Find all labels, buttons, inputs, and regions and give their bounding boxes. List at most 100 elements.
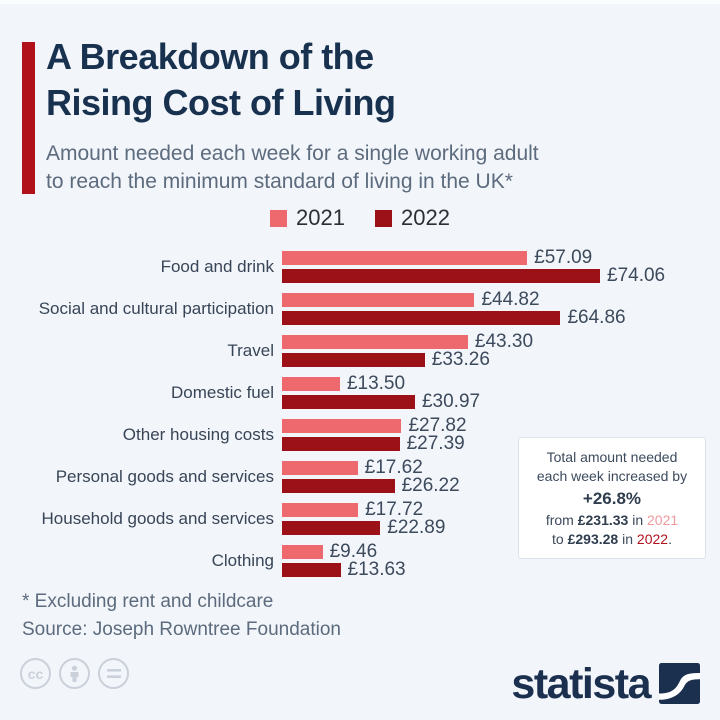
bar-value-2022: £64.86 (567, 307, 626, 328)
bar-line-2022: £64.86 (282, 307, 626, 328)
bar-line-2021: £44.82 (282, 289, 626, 310)
legend-swatch-2022-icon (375, 209, 392, 227)
callout-from-line: from £231.33 in 2021 (545, 512, 679, 528)
bar-2021 (282, 461, 358, 475)
category-label: Personal goods and services (55, 467, 274, 486)
bar-line-2022: £13.63 (282, 559, 406, 580)
chart-row: Domestic fuel £13.50 £30.97 (0, 372, 720, 414)
category-label: Social and cultural participation (38, 299, 274, 318)
bar-value-2022: £74.06 (607, 265, 666, 286)
attribution-icon[interactable] (59, 658, 90, 689)
bar-line-2022: £26.22 (282, 475, 460, 496)
bar-pair: £13.50 £30.97 (282, 372, 480, 414)
bar-line-2021: £43.30 (282, 331, 533, 352)
bar-chart: Food and drink £57.09 £74.06 Social and cul… (0, 246, 720, 582)
bar-2021 (282, 503, 359, 517)
category-label: Domestic fuel (171, 383, 274, 402)
bar-2022 (282, 353, 425, 367)
bar-2022 (282, 563, 341, 577)
bar-line-2021: £13.50 (282, 373, 480, 394)
bar-2021 (282, 377, 340, 391)
callout-from-amount: £231.33 (577, 512, 629, 528)
bar-pair: £43.30 £33.26 (282, 330, 533, 372)
bar-pair: £44.82 £64.86 (282, 288, 626, 330)
page-title: A Breakdown of the Rising Cost of Living (46, 34, 396, 126)
bar-pair: £9.46 £13.63 (282, 540, 406, 582)
bar-line-2021: £9.46 (282, 541, 406, 562)
statista-logo-icon (659, 663, 700, 704)
chart-row: Social and cultural participation £44.82 £… (0, 288, 720, 330)
license-icons: cc (20, 658, 129, 689)
category-label: Food and drink (160, 257, 274, 276)
legend-label-2021: 2021 (296, 205, 345, 230)
statista-logo-text: statista (511, 659, 651, 708)
callout-line1: Total amount needed (546, 449, 678, 465)
bar-pair: £57.09 £74.06 (282, 246, 665, 288)
bar-value-2022: £33.26 (431, 349, 490, 370)
page-title-line2: Rising Cost of Living (46, 82, 396, 123)
no-derivatives-icon[interactable] (98, 658, 129, 689)
legend-item-2021: 2021 (270, 205, 345, 231)
bar-2022 (282, 479, 395, 493)
bar-value-2021: £43.30 (474, 331, 534, 352)
bar-line-2022: £27.39 (282, 433, 467, 454)
bar-2021 (282, 419, 402, 433)
chart-row: Food and drink £57.09 £74.06 (0, 246, 720, 288)
footnotes: * Excluding rent and childcare Source: J… (22, 588, 341, 644)
footnote-source: Source: Joseph Rowntree Foundation (22, 619, 341, 640)
chart-legend: 2021 2022 (0, 205, 720, 231)
page-title-line1: A Breakdown of the (46, 36, 374, 77)
footnote-excluding: * Excluding rent and childcare (22, 591, 274, 612)
bar-2022 (282, 437, 400, 451)
bar-line-2022: £30.97 (282, 391, 480, 412)
callout-line2: each week increased by (536, 468, 688, 484)
bar-value-2022: £13.63 (347, 559, 406, 580)
chart-row: Clothing £9.46 £13.63 (0, 540, 720, 582)
statista-branding[interactable]: statista (511, 659, 700, 708)
bar-value-2021: £17.72 (365, 499, 424, 520)
cc-icon[interactable]: cc (20, 658, 51, 689)
bar-line-2021: £17.62 (282, 457, 460, 478)
callout-to-amount: £293.28 (567, 531, 619, 547)
bar-value-2022: £27.39 (406, 433, 465, 454)
category-label: Other housing costs (122, 425, 274, 444)
chart-row: Other housing costs £27.82 £27.39 (0, 414, 720, 456)
equals-icon (106, 668, 121, 678)
callout-box: Total amount needed each week increased … (518, 437, 706, 559)
bar-value-2022: £22.89 (387, 517, 446, 538)
bar-value-2021: £44.82 (481, 289, 540, 310)
bar-value-2022: £30.97 (421, 391, 481, 412)
page-subtitle: Amount needed each week for a single wor… (46, 140, 539, 196)
bar-2022 (282, 269, 600, 283)
bar-2021 (282, 545, 323, 559)
attribution-person-icon (70, 665, 79, 682)
bar-pair: £17.62 £26.22 (282, 456, 460, 498)
legend-swatch-2021-icon (270, 209, 288, 227)
category-label: Travel (227, 341, 274, 360)
callout-year-2022: 2022 (636, 531, 669, 547)
legend-item-2022: 2022 (375, 205, 450, 231)
callout-percent: +26.8% (582, 489, 642, 508)
bar-2022 (282, 521, 381, 535)
top-strip (0, 0, 720, 4)
callout-year-2021: 2021 (647, 512, 679, 528)
bar-value-2021: £13.50 (346, 373, 406, 394)
bar-value-2021: £9.46 (329, 541, 378, 562)
bar-2021 (282, 335, 468, 349)
chart-row: Travel £43.30 £33.26 (0, 330, 720, 372)
chart-row: Household goods and services £17.72 £22.89 (0, 498, 720, 540)
bar-line-2021: £57.09 (282, 247, 665, 268)
bar-line-2022: £22.89 (282, 517, 445, 538)
page-subtitle-line1: Amount needed each week for a single wor… (46, 142, 539, 165)
bar-line-2022: £74.06 (282, 265, 665, 286)
bar-line-2022: £33.26 (282, 349, 533, 370)
callout-to-line: to £293.28 in 2022. (552, 531, 672, 547)
bar-line-2021: £27.82 (282, 415, 467, 436)
category-label: Household goods and services (41, 509, 274, 528)
bar-2022 (282, 395, 415, 409)
bar-value-2021: £17.62 (364, 457, 423, 478)
bar-pair: £17.72 £22.89 (282, 498, 445, 540)
bar-value-2022: £26.22 (401, 475, 460, 496)
bar-2021 (282, 251, 528, 265)
title-accent-bar (22, 42, 35, 194)
